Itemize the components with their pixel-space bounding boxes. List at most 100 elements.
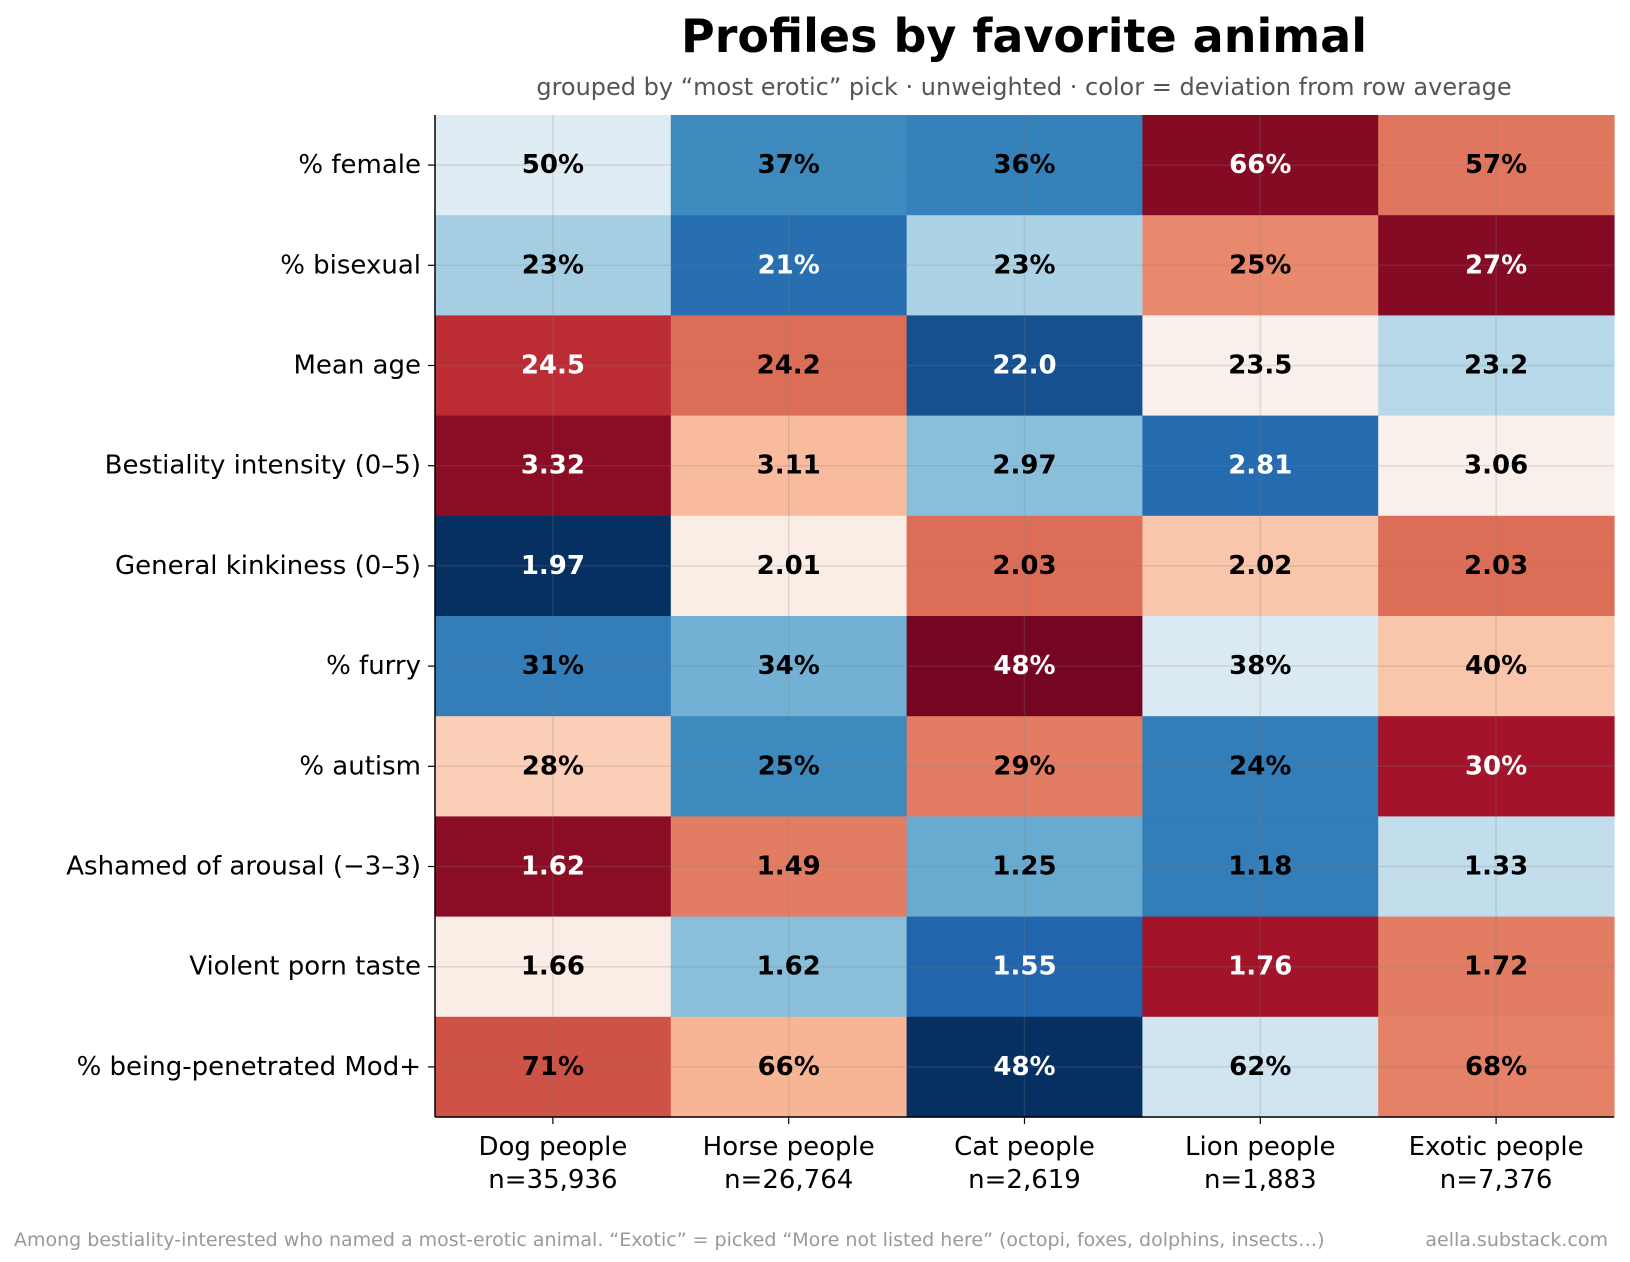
cell-value-label: 22.0 bbox=[992, 351, 1056, 381]
cell-value-label: 2.01 bbox=[757, 551, 821, 581]
row-label: % furry bbox=[326, 651, 421, 681]
cell-value-label: 25% bbox=[758, 751, 820, 781]
heatmap-cell bbox=[1142, 415, 1379, 517]
cell-value-label: 23% bbox=[993, 250, 1055, 280]
cell-value-label: 62% bbox=[1229, 1052, 1291, 1082]
cell-value-label: 3.32 bbox=[521, 451, 585, 481]
cell-value-label: 2.81 bbox=[1228, 451, 1292, 481]
heatmap-cell bbox=[670, 315, 908, 417]
heatmap-cell bbox=[435, 215, 672, 316]
cell-value-label: 1.25 bbox=[992, 852, 1056, 882]
cell-value-label: 27% bbox=[1465, 250, 1527, 280]
cell-value-label: 50% bbox=[522, 150, 584, 180]
heatmap-cell bbox=[906, 616, 1143, 717]
cell-value-label: 71% bbox=[522, 1052, 584, 1082]
column-sample-size: n=7,376 bbox=[1440, 1165, 1553, 1195]
heatmap-cell bbox=[435, 415, 672, 517]
heatmap-cell bbox=[1142, 816, 1379, 918]
cell-value-label: 25% bbox=[1229, 250, 1291, 280]
heatmap-cell bbox=[906, 716, 1143, 817]
cell-value-label: 24.5 bbox=[521, 351, 585, 381]
heatmap-cell bbox=[1378, 816, 1615, 918]
heatmap-cell bbox=[1142, 616, 1379, 717]
cell-value-label: 3.06 bbox=[1464, 451, 1528, 481]
heatmap-cell bbox=[435, 816, 672, 918]
chart-subtitle: grouped by “most erotic” pick · unweight… bbox=[536, 73, 1511, 101]
heatmap-cell bbox=[435, 916, 672, 1018]
row-label: % female bbox=[298, 150, 421, 180]
cell-value-label: 2.02 bbox=[1228, 551, 1292, 581]
heatmap-cell bbox=[1142, 115, 1379, 216]
cell-value-label: 1.62 bbox=[521, 852, 585, 882]
cell-value-label: 1.76 bbox=[1228, 952, 1292, 982]
cell-value-label: 3.11 bbox=[757, 451, 821, 481]
heatmap-cell bbox=[670, 215, 908, 316]
cell-value-label: 24% bbox=[1229, 751, 1291, 781]
cell-value-label: 1.62 bbox=[757, 952, 821, 982]
cell-value-label: 40% bbox=[1465, 651, 1527, 681]
cell-value-label: 1.55 bbox=[992, 952, 1056, 982]
cell-value-label: 2.03 bbox=[1464, 551, 1528, 581]
cell-value-label: 34% bbox=[758, 651, 820, 681]
heatmap-cell bbox=[670, 916, 908, 1018]
row-label: % being-penetrated Mod+ bbox=[77, 1052, 421, 1082]
cell-values: 50% 37% 36% 66% 57% 23% 21% 23% 25% 27% 24.5 24.2 22… bbox=[521, 150, 1528, 1082]
heatmap-cell bbox=[1378, 115, 1615, 216]
heatmap-cell bbox=[1142, 716, 1379, 817]
cell-value-label: 37% bbox=[758, 150, 820, 180]
footnote: Among bestiality-interested who named a … bbox=[14, 1229, 1325, 1251]
cell-value-label: 23.5 bbox=[1228, 351, 1292, 381]
heatmap-cell bbox=[906, 1016, 1143, 1118]
heatmap-cell bbox=[435, 716, 672, 817]
column-label: Horse people bbox=[703, 1132, 875, 1162]
cell-value-label: 24.2 bbox=[757, 351, 821, 381]
heatmap-cell bbox=[1142, 515, 1379, 617]
cell-value-label: 36% bbox=[993, 150, 1055, 180]
heatmap-cell bbox=[435, 315, 672, 417]
cell-value-label: 1.72 bbox=[1464, 952, 1528, 982]
heatmap-cell bbox=[435, 115, 672, 216]
cell-value-label: 48% bbox=[993, 651, 1055, 681]
cell-value-label: 23.2 bbox=[1464, 351, 1528, 381]
cell-value-label: 1.33 bbox=[1464, 852, 1528, 882]
row-label: Ashamed of arousal (−3–3) bbox=[66, 852, 421, 882]
cell-value-label: 1.49 bbox=[757, 852, 821, 882]
row-label: Bestiality intensity (0–5) bbox=[105, 451, 421, 481]
heatmap-cell bbox=[1142, 1016, 1379, 1118]
cell-value-label: 1.18 bbox=[1228, 852, 1292, 882]
column-label: Cat people bbox=[954, 1132, 1095, 1162]
row-label: % autism bbox=[299, 751, 421, 781]
heatmap-cell bbox=[1378, 215, 1615, 316]
column-sample-size: n=2,619 bbox=[968, 1165, 1081, 1195]
cell-value-label: 28% bbox=[522, 751, 584, 781]
row-label: % bisexual bbox=[280, 250, 421, 280]
source-credit: aella.substack.com bbox=[1425, 1229, 1608, 1251]
cell-value-label: 29% bbox=[993, 751, 1055, 781]
cell-value-label: 66% bbox=[758, 1052, 820, 1082]
cell-value-label: 48% bbox=[993, 1052, 1055, 1082]
column-sample-size: n=35,936 bbox=[488, 1165, 617, 1195]
heatmap-cell bbox=[906, 816, 1143, 918]
heatmap-cell bbox=[906, 415, 1143, 517]
heatmap-cell bbox=[1378, 515, 1615, 617]
cell-value-label: 68% bbox=[1465, 1052, 1527, 1082]
cell-value-label: 31% bbox=[522, 651, 584, 681]
heatmap-cell bbox=[435, 1016, 672, 1118]
grid-lines bbox=[435, 115, 1614, 1117]
heatmap-cell bbox=[670, 616, 908, 717]
heatmap-cell bbox=[670, 1016, 908, 1118]
heatmap-cell bbox=[1378, 1016, 1615, 1118]
heatmap-cell bbox=[670, 716, 908, 817]
row-label: Violent porn taste bbox=[189, 952, 421, 982]
column-label: Exotic people bbox=[1409, 1132, 1584, 1162]
column-label: Dog people bbox=[478, 1132, 627, 1162]
chart-title: Profiles by favorite animal bbox=[681, 9, 1367, 63]
heatmap-cell bbox=[1142, 215, 1379, 316]
cell-value-label: 30% bbox=[1465, 751, 1527, 781]
heatmap-cell bbox=[670, 115, 908, 216]
cell-value-label: 38% bbox=[1229, 651, 1291, 681]
heatmap-cell bbox=[906, 916, 1143, 1018]
heatmap-cell bbox=[435, 515, 672, 617]
